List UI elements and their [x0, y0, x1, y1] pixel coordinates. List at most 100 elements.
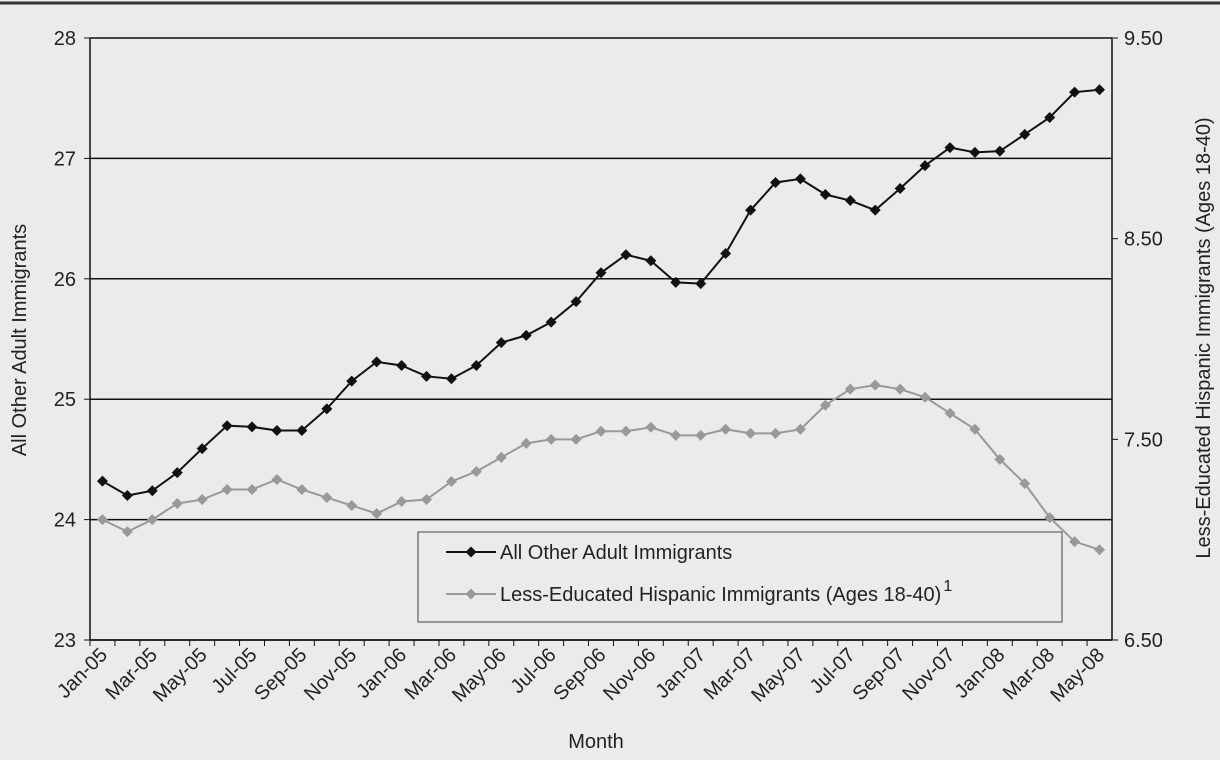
point-marker — [445, 475, 457, 487]
legend-marker — [465, 588, 477, 600]
point-marker — [620, 249, 632, 261]
y-tick-label: 27 — [54, 148, 76, 170]
legend-label: All Other Adult Immigrants — [500, 542, 732, 564]
legend-box — [417, 531, 1063, 623]
point-marker — [146, 514, 158, 526]
point-marker — [1044, 111, 1056, 123]
point-marker — [670, 276, 682, 288]
point-marker — [994, 145, 1006, 157]
point-marker — [1019, 477, 1031, 489]
point-marker — [894, 383, 906, 395]
point-marker — [695, 429, 707, 441]
point-marker — [396, 359, 408, 371]
y2-tick-label: 8.50 — [1124, 229, 1163, 251]
point-marker — [1069, 536, 1081, 548]
point-marker — [396, 496, 408, 508]
point-marker — [1044, 512, 1056, 524]
point-marker — [421, 370, 433, 382]
point-marker — [869, 379, 881, 391]
point-marker — [620, 425, 632, 437]
point-marker — [595, 267, 607, 279]
point-marker — [171, 467, 183, 479]
point-marker — [894, 183, 906, 194]
y-tick-label: 23 — [54, 630, 76, 652]
point-marker — [321, 492, 333, 504]
point-marker — [745, 204, 757, 216]
y-tick-label: 24 — [54, 510, 76, 532]
point-marker — [171, 498, 183, 510]
point-marker — [545, 433, 557, 445]
point-marker — [246, 484, 258, 495]
x-axis-title: Month — [568, 731, 624, 753]
point-marker — [919, 391, 931, 403]
point-marker — [421, 494, 433, 506]
y-tick-label: 26 — [54, 269, 76, 291]
point-marker — [1094, 84, 1106, 96]
point-marker — [844, 383, 856, 395]
point-marker — [844, 195, 856, 207]
point-marker — [121, 526, 133, 538]
y2-tick-label: 9.50 — [1124, 28, 1163, 50]
point-marker — [296, 425, 308, 437]
point-marker — [720, 248, 732, 260]
y2-axis-title: Less-Educated Hispanic Immigrants (Ages … — [1193, 117, 1215, 558]
point-marker — [146, 485, 158, 497]
point-marker — [570, 296, 582, 308]
y-axis-title: All Other Adult Immigrants — [9, 224, 31, 456]
point-marker — [296, 484, 308, 495]
point-marker — [346, 500, 358, 512]
point-marker — [819, 399, 831, 411]
point-marker — [495, 337, 507, 349]
point-marker — [96, 475, 108, 487]
point-marker — [670, 429, 682, 441]
point-marker — [794, 423, 806, 435]
point-marker — [271, 473, 283, 485]
point-marker — [794, 173, 806, 185]
point-marker — [545, 316, 557, 328]
point-marker — [371, 508, 383, 520]
point-marker — [570, 433, 582, 445]
point-marker — [994, 453, 1006, 465]
point-marker — [869, 204, 881, 216]
y2-tick-label: 6.50 — [1124, 630, 1163, 652]
point-marker — [1019, 128, 1031, 140]
y-tick-label: 28 — [54, 28, 76, 50]
legend-label: Less-Educated Hispanic Immigrants (Ages … — [500, 584, 941, 606]
point-marker — [969, 146, 981, 158]
point-marker — [520, 329, 532, 341]
legend-footnote: 1 — [943, 578, 952, 595]
point-marker — [121, 490, 133, 502]
y-tick-label: 25 — [54, 389, 76, 411]
point-marker — [196, 494, 208, 506]
point-marker — [944, 142, 956, 154]
point-marker — [944, 407, 956, 419]
point-marker — [769, 176, 781, 188]
point-marker — [445, 373, 457, 385]
point-marker — [695, 278, 707, 290]
point-marker — [1094, 544, 1106, 556]
point-marker — [246, 421, 258, 433]
legend-marker — [465, 546, 477, 558]
point-marker — [645, 255, 657, 267]
point-marker — [196, 443, 208, 455]
point-marker — [321, 403, 333, 415]
point-marker — [346, 375, 358, 387]
point-marker — [969, 423, 981, 435]
point-marker — [819, 189, 831, 201]
point-marker — [96, 514, 108, 526]
point-marker — [271, 425, 283, 437]
point-marker — [745, 427, 757, 439]
point-marker — [645, 421, 657, 433]
point-marker — [919, 160, 931, 172]
point-marker — [520, 437, 532, 449]
point-marker — [470, 359, 482, 371]
y2-tick-label: 7.50 — [1124, 429, 1163, 451]
point-marker — [221, 484, 233, 495]
point-marker — [1069, 86, 1081, 98]
point-marker — [495, 451, 507, 463]
point-marker — [769, 427, 781, 439]
point-marker — [470, 465, 482, 477]
point-marker — [371, 356, 383, 368]
